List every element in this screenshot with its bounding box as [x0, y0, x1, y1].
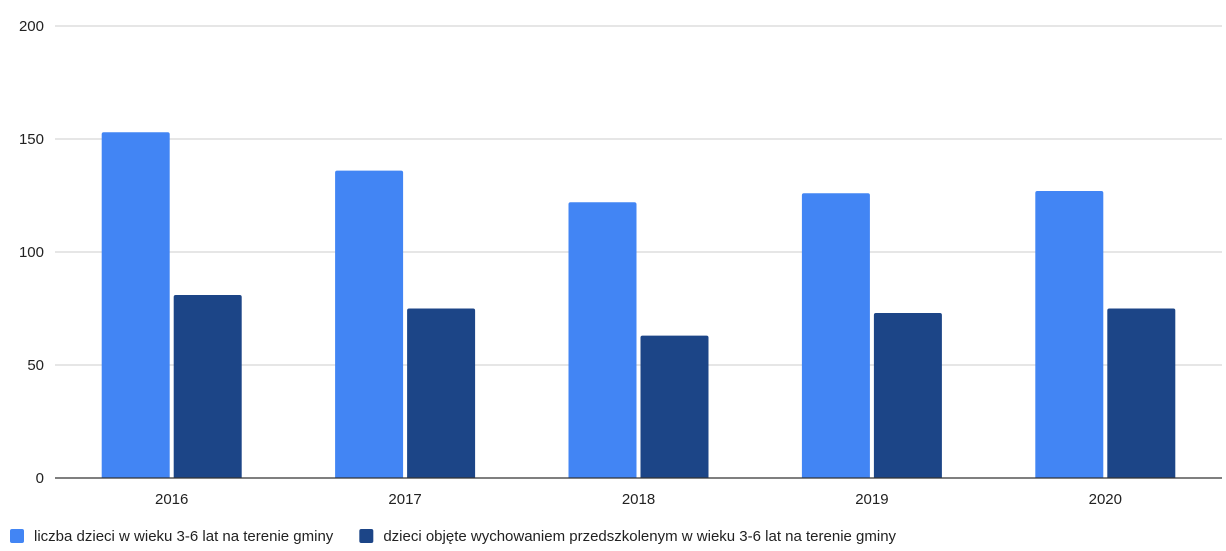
- bar-series-2-2016: [173, 294, 242, 478]
- legend-label-1: liczba dzieci w wieku 3-6 lat na terenie…: [34, 528, 334, 545]
- legend-label-2: dzieci objęte wychowaniem przedszkolenym…: [383, 528, 896, 545]
- y-tick-label: 200: [19, 18, 44, 35]
- y-tick-label: 0: [36, 470, 44, 487]
- bar-series-1-2019: [801, 193, 870, 479]
- gridlines: [55, 25, 1222, 366]
- legend-swatch-2: [359, 529, 374, 543]
- x-tick-label: 2017: [388, 491, 421, 508]
- bar-series-1-2020: [1035, 190, 1104, 479]
- x-axis-ticks: 2016 2017 2018 2019 2020: [155, 491, 1122, 508]
- bar-series-1-2018: [568, 202, 637, 478]
- bar-series-1-2017: [335, 170, 404, 478]
- x-tick-label: 2019: [855, 491, 888, 508]
- bars: [101, 132, 1176, 479]
- y-tick-label: 100: [19, 244, 44, 261]
- x-tick-label: 2018: [622, 491, 655, 508]
- bar-series-2-2020: [1107, 308, 1176, 478]
- bar-series-1-2016: [101, 132, 170, 478]
- x-tick-label: 2016: [155, 491, 188, 508]
- bar-series-2-2017: [407, 308, 476, 478]
- x-tick-label: 2020: [1089, 491, 1122, 508]
- legend: liczba dzieci w wieku 3-6 lat na terenie…: [10, 528, 897, 545]
- y-tick-label: 150: [19, 131, 44, 148]
- y-tick-label: 50: [27, 357, 44, 374]
- bar-series-2-2019: [873, 313, 942, 478]
- y-axis-ticks: 0 50 100 150 200: [19, 18, 44, 487]
- legend-swatch-1: [10, 529, 24, 543]
- bar-series-2-2018: [640, 335, 709, 478]
